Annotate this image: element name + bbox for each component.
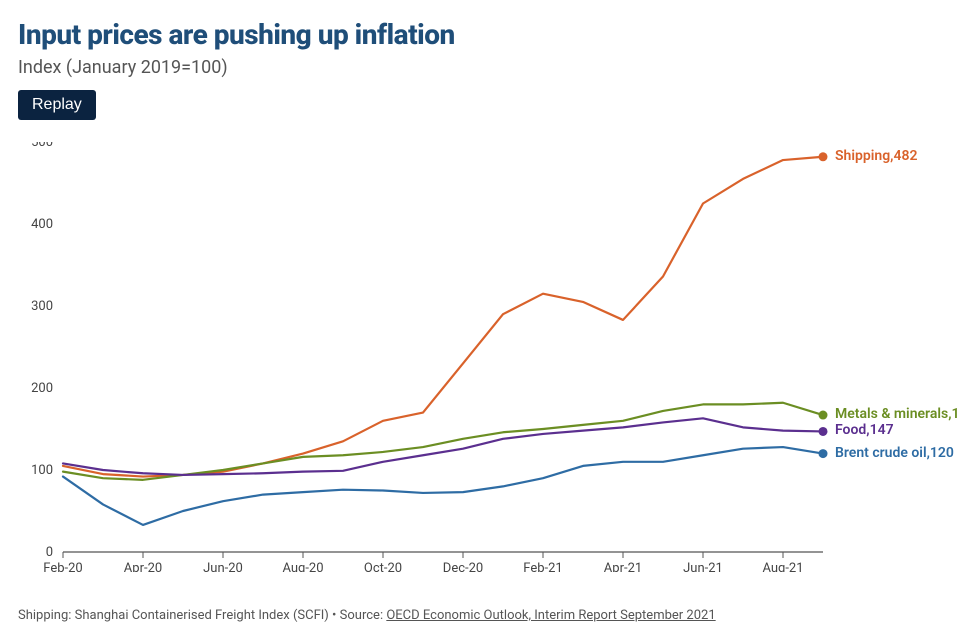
chart-frame: Input prices are pushing up inflation In… [0, 0, 960, 634]
series-end-marker [819, 449, 828, 458]
page-title: Input prices are pushing up inflation [18, 18, 942, 51]
chart-svg: 0 100 200 300 400 500 Feb-20 Apr-20 Jun-20 Aug-20… [18, 142, 942, 572]
series-line-food [63, 418, 823, 475]
x-tick-label: Aug-20 [282, 561, 323, 572]
series-end-marker [819, 152, 828, 161]
series-line-metals-minerals [63, 403, 823, 480]
x-tick-label: Apr-21 [604, 561, 642, 572]
series-end-label: Metals & minerals,167 [835, 406, 960, 422]
y-tick-label: 500 [31, 142, 53, 150]
series-end-label: Food,147 [835, 422, 894, 438]
series-end-marker [819, 411, 828, 420]
series-line-shipping [63, 157, 823, 477]
footer-text: Shipping: Shanghai Containerised Freight… [18, 608, 386, 623]
series-end-marker [819, 427, 828, 436]
y-tick-label: 400 [31, 217, 53, 232]
x-tick-label: Jun-21 [683, 561, 723, 572]
series-end-label: Brent crude oil,120 [835, 445, 954, 461]
chart-footer: Shipping: Shanghai Containerised Freight… [18, 608, 942, 623]
replay-button[interactable]: Replay [18, 90, 96, 120]
x-tick-label: Aug-21 [762, 561, 803, 572]
x-tick-label: Feb-20 [43, 561, 82, 572]
x-tick-label: Dec-20 [443, 561, 483, 572]
footer-source-link[interactable]: OECD Economic Outlook, Interim Report Se… [386, 608, 715, 623]
series-line-brent-crude-oil [63, 447, 823, 525]
x-tick-label: Feb-21 [523, 561, 562, 572]
page-subtitle: Index (January 2019=100) [18, 57, 942, 78]
y-tick-label: 100 [31, 463, 53, 478]
x-tick-label: Jun-20 [203, 561, 243, 572]
y-tick-label: 300 [31, 299, 53, 314]
y-tick-label: 0 [46, 545, 53, 560]
x-tick-label: Oct-20 [364, 561, 402, 572]
y-tick-label: 200 [31, 381, 53, 396]
series-end-label: Shipping,482 [835, 148, 917, 164]
x-tick-label: Apr-20 [124, 561, 162, 572]
line-chart: 0 100 200 300 400 500 Feb-20 Apr-20 Jun-20 Aug-20… [18, 142, 942, 602]
